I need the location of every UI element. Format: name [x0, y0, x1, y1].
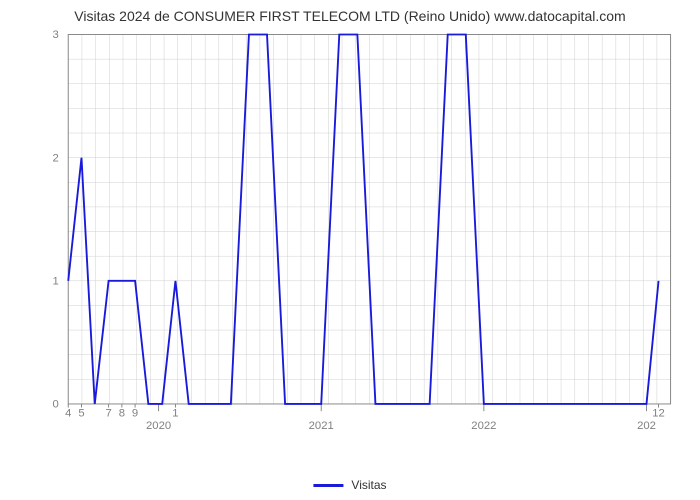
svg-text:2021: 2021 — [309, 420, 334, 432]
svg-text:12: 12 — [652, 408, 665, 420]
svg-text:1: 1 — [53, 276, 59, 288]
svg-text:2: 2 — [53, 152, 59, 164]
plot-area: 012345789112202020212022202 — [40, 30, 680, 440]
svg-text:202: 202 — [637, 420, 656, 432]
svg-text:7: 7 — [105, 408, 111, 420]
svg-text:2020: 2020 — [146, 420, 171, 432]
chart-title: Visitas 2024 de CONSUMER FIRST TELECOM L… — [0, 0, 700, 24]
svg-text:1: 1 — [172, 408, 178, 420]
svg-text:9: 9 — [132, 408, 138, 420]
svg-text:3: 3 — [53, 30, 59, 41]
svg-text:0: 0 — [53, 399, 59, 411]
svg-text:5: 5 — [78, 408, 84, 420]
chart-container: Visitas 2024 de CONSUMER FIRST TELECOM L… — [0, 0, 700, 500]
svg-text:4: 4 — [65, 408, 71, 420]
legend: Visitas — [313, 478, 386, 492]
legend-swatch — [313, 484, 343, 487]
svg-text:2022: 2022 — [471, 420, 496, 432]
chart-svg: 012345789112202020212022202 — [40, 30, 680, 440]
legend-label: Visitas — [351, 478, 386, 492]
svg-text:8: 8 — [119, 408, 125, 420]
